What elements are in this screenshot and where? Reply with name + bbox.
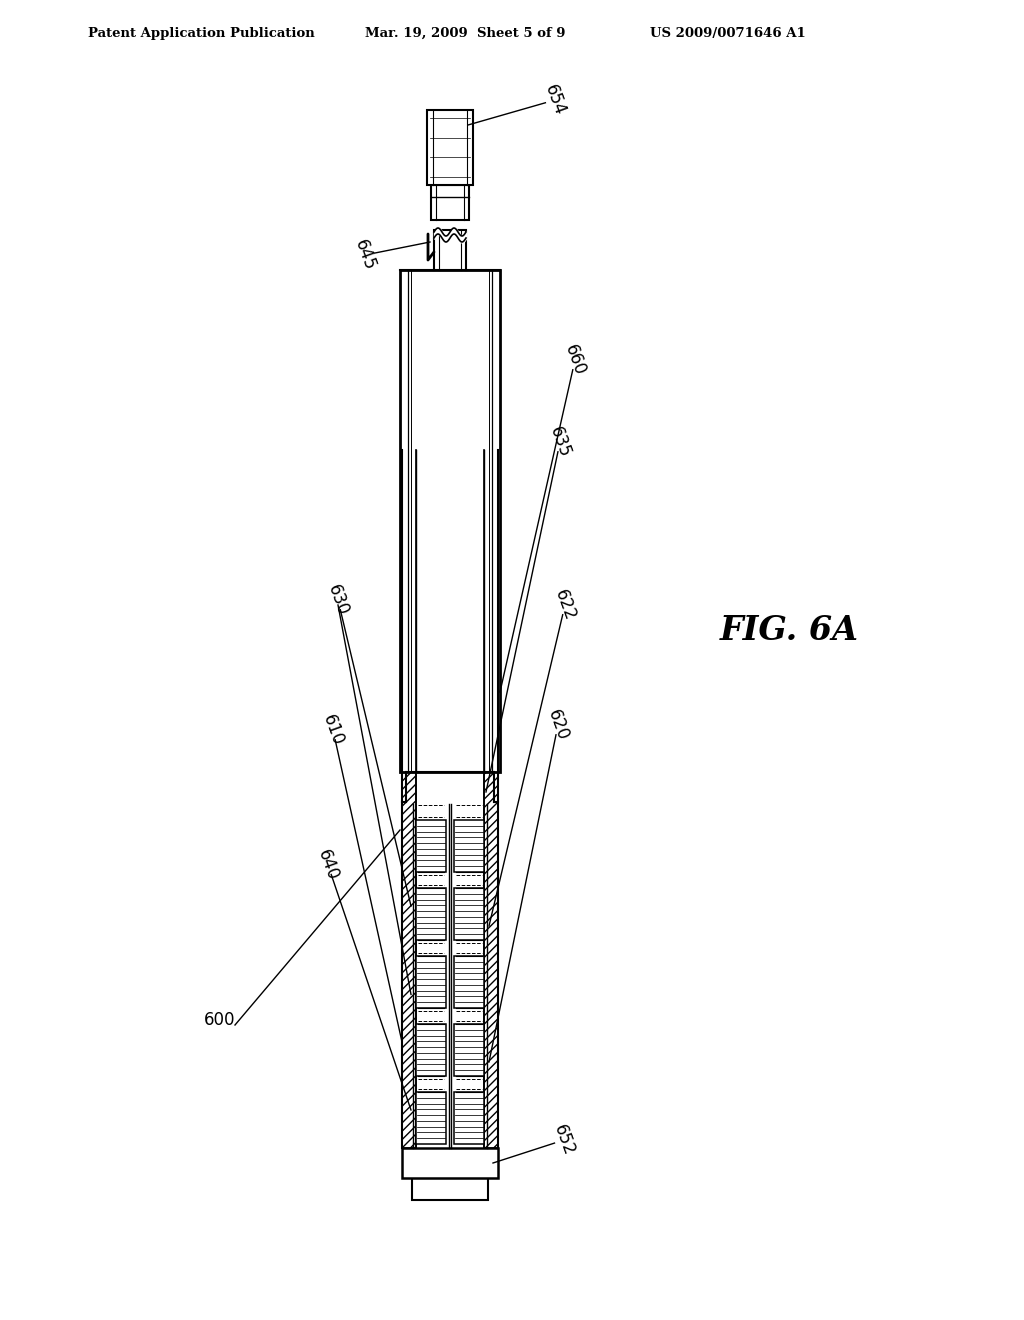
Text: 660: 660 — [561, 342, 589, 378]
Text: Patent Application Publication: Patent Application Publication — [88, 26, 314, 40]
Text: 640: 640 — [314, 847, 342, 883]
Text: 654: 654 — [541, 82, 569, 117]
Bar — [454, 888, 484, 940]
Bar — [416, 888, 446, 940]
Bar — [484, 450, 498, 1148]
Bar — [402, 1148, 498, 1177]
Text: FIG. 6A: FIG. 6A — [720, 614, 859, 647]
Bar — [434, 230, 466, 271]
Bar — [454, 820, 484, 873]
Bar — [416, 1024, 446, 1076]
Bar — [454, 1024, 484, 1076]
Text: US 2009/0071646 A1: US 2009/0071646 A1 — [650, 26, 806, 40]
Bar — [400, 271, 500, 772]
Bar — [416, 956, 446, 1008]
Text: 652: 652 — [550, 1122, 578, 1158]
Bar — [427, 110, 473, 185]
Bar — [416, 820, 446, 873]
Bar — [412, 1177, 488, 1200]
Text: 635: 635 — [546, 424, 573, 459]
Text: 600: 600 — [204, 1011, 236, 1030]
Text: 630: 630 — [325, 582, 352, 618]
Text: 645: 645 — [351, 238, 379, 273]
Bar — [402, 450, 416, 1148]
Text: 622: 622 — [551, 587, 579, 623]
Text: 610: 610 — [319, 711, 347, 748]
Text: 620: 620 — [544, 708, 571, 743]
Bar — [454, 1092, 484, 1144]
Bar — [416, 1092, 446, 1144]
Text: Mar. 19, 2009  Sheet 5 of 9: Mar. 19, 2009 Sheet 5 of 9 — [365, 26, 565, 40]
Bar — [454, 956, 484, 1008]
Bar — [431, 185, 469, 220]
